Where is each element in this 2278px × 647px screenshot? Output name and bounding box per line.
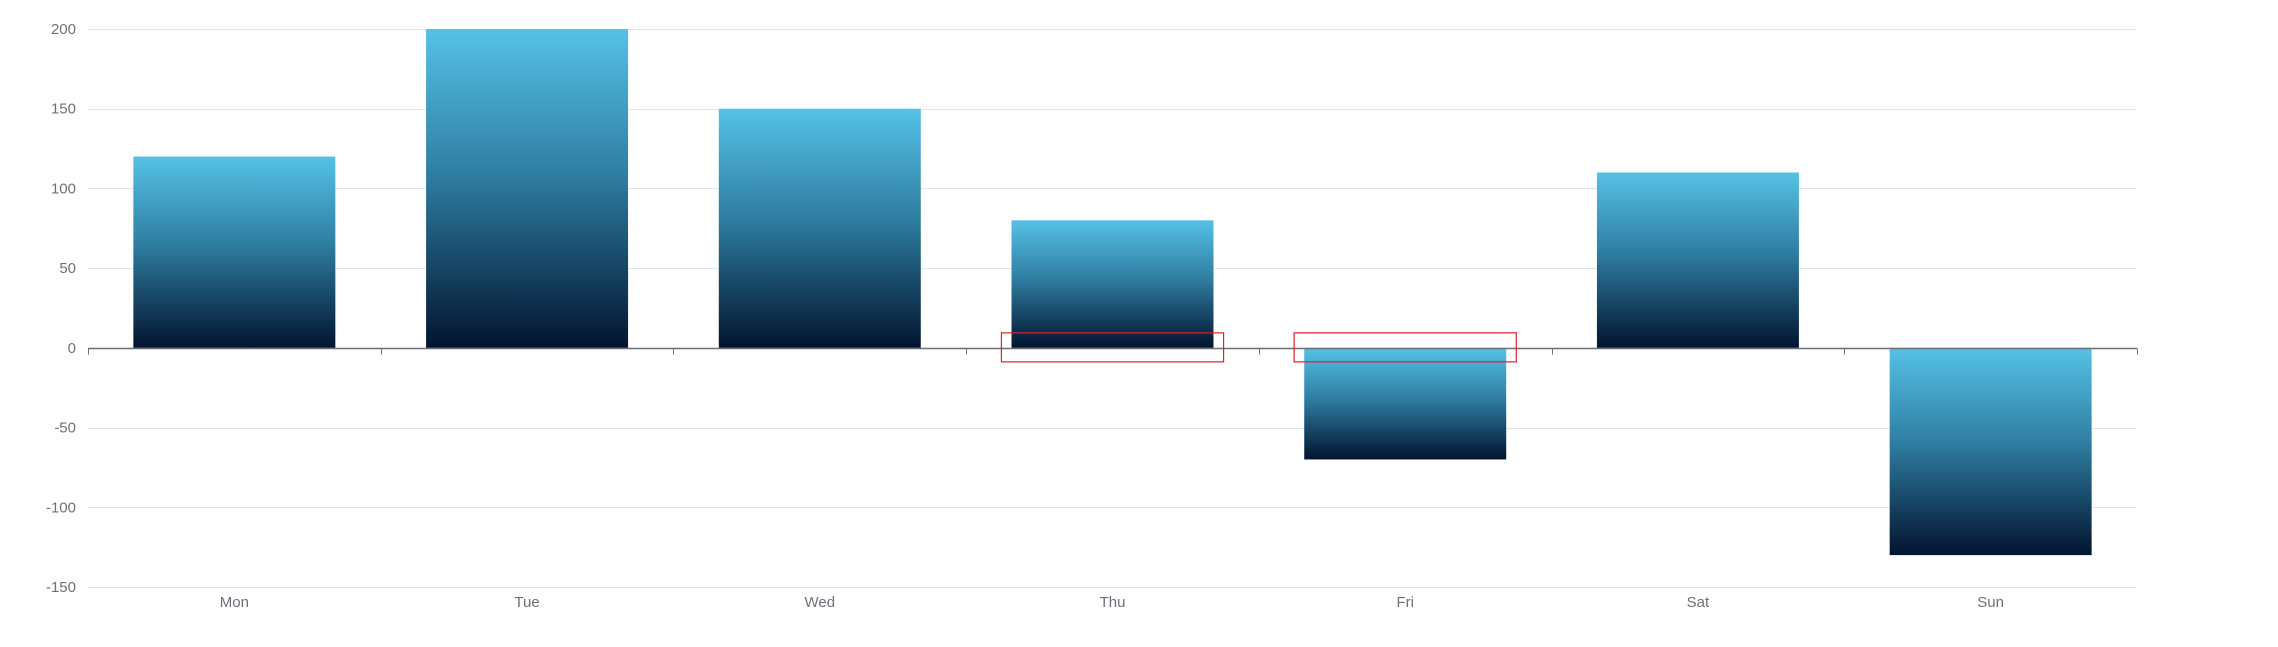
y-tick-label: 0: [68, 340, 76, 357]
bar-sat: [1596, 172, 1799, 348]
x-tick-label: Tue: [514, 594, 539, 611]
highlight-box-fri: [1293, 332, 1517, 363]
x-tick-label: Mon: [220, 594, 249, 611]
y-tick-label: -150: [46, 579, 76, 596]
x-tick-label: Thu: [1100, 594, 1126, 611]
y-tick-label: 200: [51, 21, 76, 38]
y-axis-tick-labels: -150 -100 -50 0 50 100 150 200: [46, 21, 76, 596]
x-tick-label: Sun: [1977, 594, 2004, 611]
bar-sun: [1889, 347, 2092, 556]
highlight-boxes: [1000, 332, 1517, 363]
x-axis-tick-labels: Mon Tue Wed Thu Fri Sat Sun: [220, 594, 2004, 611]
x-tick-label: Wed: [804, 594, 835, 611]
y-tick-label: -100: [46, 499, 76, 516]
x-tick-label: Sat: [1687, 594, 1710, 611]
highlight-box-thu: [1000, 332, 1225, 363]
y-tick-label: 50: [59, 260, 76, 277]
y-tick-label: 150: [51, 101, 76, 118]
bar-fri: [1304, 347, 1507, 460]
bars: [133, 29, 2092, 556]
y-tick-label: 100: [51, 180, 76, 197]
bar-tue: [426, 29, 629, 348]
bar-wed: [718, 108, 921, 348]
x-axis: [88, 347, 2138, 355]
y-tick-label: -50: [54, 420, 76, 437]
bar-mon: [133, 156, 336, 348]
bar-thu: [1011, 220, 1214, 348]
x-tick-label: Fri: [1396, 594, 1414, 611]
